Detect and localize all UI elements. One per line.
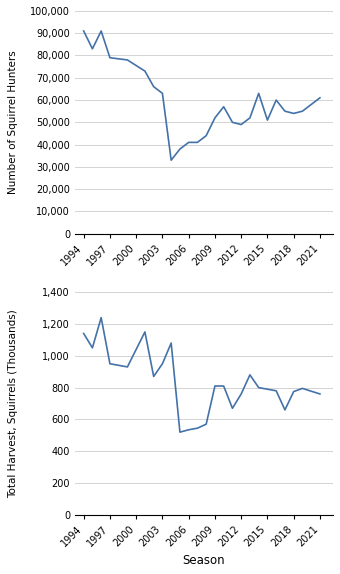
- Y-axis label: Total Harvest, Squirrels (Thousands): Total Harvest, Squirrels (Thousands): [8, 309, 18, 498]
- X-axis label: Season: Season: [183, 554, 225, 567]
- Y-axis label: Number of Squirrel Hunters: Number of Squirrel Hunters: [8, 51, 18, 194]
